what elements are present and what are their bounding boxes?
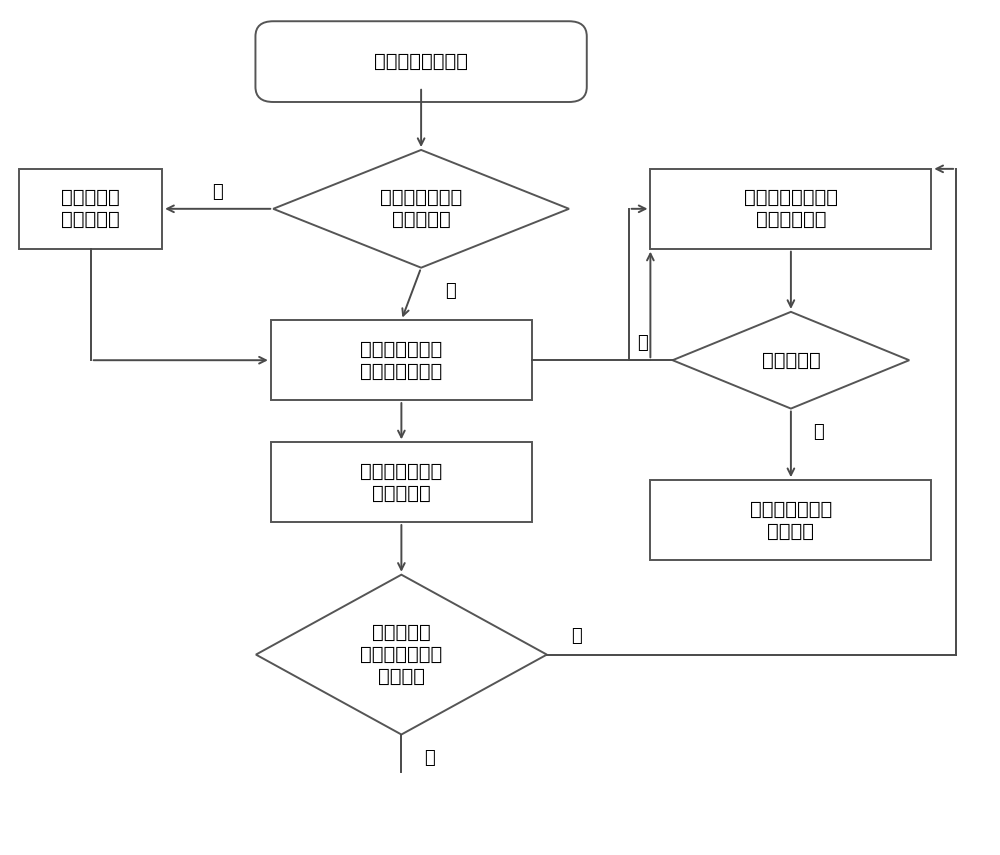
Text: 机器人充电
槽是否正对充电
桩充电头: 机器人充电 槽是否正对充电 桩充电头 (360, 623, 443, 686)
Bar (650, 480, 931, 560)
Text: 机器人旋转
至正对墙壁: 机器人旋转 至正对墙壁 (61, 188, 120, 229)
Text: 机器人是否正面
垂直于墙壁: 机器人是否正面 垂直于墙壁 (380, 188, 462, 229)
Polygon shape (256, 575, 547, 734)
Text: 电连接良好: 电连接良好 (762, 351, 820, 369)
Text: 是: 是 (445, 282, 456, 300)
Text: 否: 否 (571, 627, 582, 645)
Polygon shape (273, 150, 569, 268)
Bar (19, 168, 162, 249)
Text: 完成对接任务，
开始充电: 完成对接任务， 开始充电 (750, 499, 832, 540)
Bar (271, 321, 532, 400)
Text: 是: 是 (813, 423, 824, 441)
Bar (650, 168, 931, 249)
Text: 启动自主充电程序: 启动自主充电程序 (374, 52, 468, 71)
Text: 判断机器人与充
电桩的位置关系: 判断机器人与充 电桩的位置关系 (360, 339, 443, 380)
Text: 否: 否 (638, 334, 648, 352)
Text: 机器人缓慢后退，
与充电头对接: 机器人缓慢后退， 与充电头对接 (744, 188, 838, 229)
FancyBboxPatch shape (255, 21, 587, 102)
Text: 根据位置关系执
行相应操作: 根据位置关系执 行相应操作 (360, 462, 443, 503)
Text: 否: 否 (212, 183, 223, 201)
Text: 是: 是 (424, 749, 434, 767)
Polygon shape (673, 312, 909, 409)
Bar (271, 442, 532, 522)
